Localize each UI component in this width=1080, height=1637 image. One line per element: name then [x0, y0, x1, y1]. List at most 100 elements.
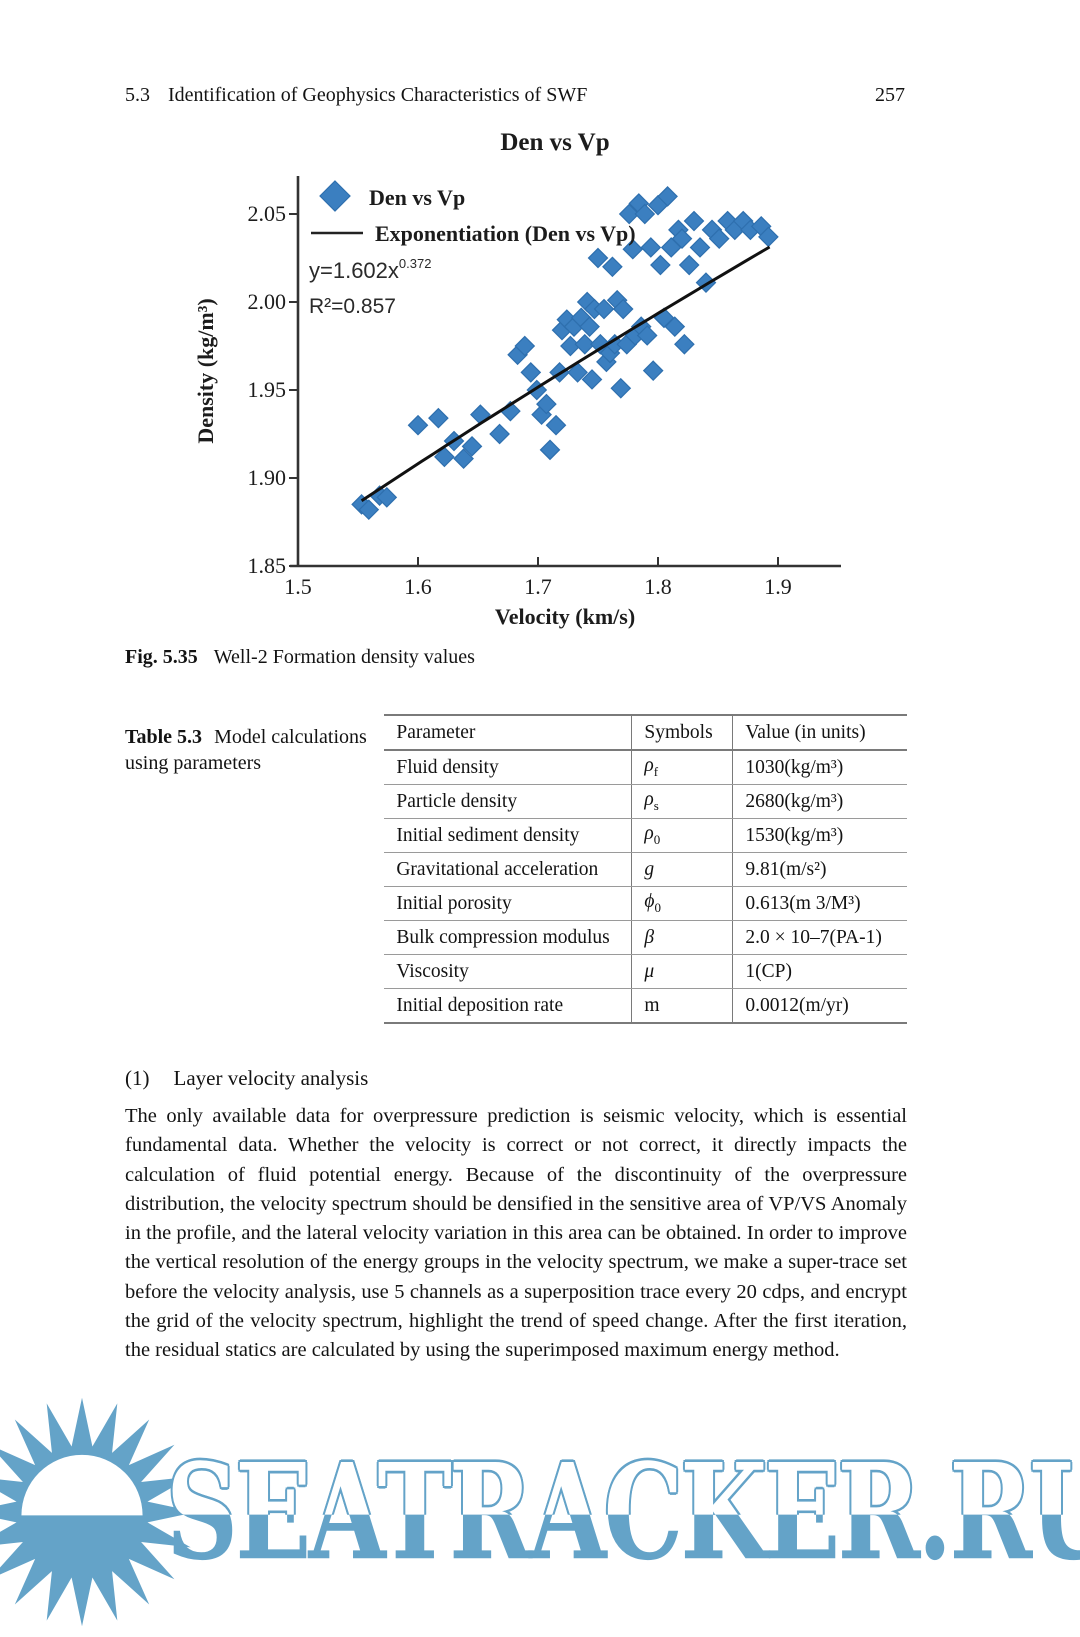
scatter-point [587, 247, 609, 269]
cell-symbol: ρf [631, 750, 734, 785]
scatter-point [612, 298, 634, 320]
col-header-parameter: Parameter [384, 715, 633, 751]
params-table-body: Fluid density ρf 1030(kg/m³) Particle densi… [384, 750, 907, 1023]
trendline [360, 245, 771, 503]
scatter-point [453, 448, 474, 469]
cell-symbol: m [631, 988, 734, 1023]
y-tick-label: 1.90 [248, 465, 287, 490]
y-tick-label: 1.85 [248, 553, 287, 578]
scatter-point [664, 316, 686, 337]
scatter-point [358, 499, 380, 521]
running-header: 5.3 Identification of Geophysics Characte… [125, 84, 905, 107]
table-row: Particle density ρs 2680(kg/m³) [384, 784, 907, 819]
density-velocity-chart: Den vs Vp 1.5 1.6 1.7 1.8 1.9 1.85 1.90 1.95 2.00… [193, 129, 841, 629]
cell-parameter: Bulk compression modulus [384, 920, 633, 955]
table-row: Initial sediment density ρ0 1530(kg/m³) [384, 818, 907, 853]
figure-caption-label: Fig. 5.35 [125, 646, 198, 668]
watermark-text-top-half: SEATRACKER.RU [166, 1446, 1080, 1515]
scatter-point [581, 369, 603, 390]
legend-label-trendline: Exponentiation (Den vs Vp) [375, 221, 636, 246]
cell-symbol: β [631, 920, 734, 955]
x-axis-label: Velocity (km/s) [495, 604, 635, 629]
figure-5-35: Den vs Vp 1.5 1.6 1.7 1.8 1.9 1.85 1.90 1.95 2.00… [183, 116, 887, 636]
cell-value: 9.81(m/s²) [732, 852, 907, 887]
x-tick-label: 1.8 [644, 574, 672, 599]
section-number: 5.3 [125, 84, 150, 106]
scatter-point [539, 439, 561, 461]
cell-parameter: Initial sediment density [384, 818, 633, 853]
scatter-point [593, 298, 615, 320]
r-squared-text: R²=0.857 [309, 295, 396, 318]
scatter-point [618, 203, 640, 225]
body-paragraph: The only available data for overpressure… [125, 1105, 907, 1362]
scatter-point [674, 333, 695, 355]
params-table-head: Parameter Symbols Value (in units) [384, 715, 907, 751]
scatter-point [671, 228, 693, 249]
section-heading: (1) Layer velocity analysis [125, 1066, 368, 1091]
table-caption: Table 5.3 Model calculations using parame… [125, 714, 378, 1024]
table-row: Bulk compression modulus β 2.0 × 10–7(PA-1… [384, 920, 907, 955]
section-title: Identification of Geophysics Characteris… [168, 84, 588, 106]
heading-number: (1) [125, 1066, 150, 1090]
scatter-point [407, 414, 429, 436]
scatter-point [536, 393, 557, 415]
cell-value: 1030(kg/m³) [732, 750, 907, 785]
cell-parameter: Particle density [384, 784, 633, 819]
header-section: 5.3 Identification of Geophysics Characte… [125, 84, 587, 107]
cell-symbol: μ [631, 954, 734, 989]
cell-value: 2.0 × 10–7(PA-1) [732, 920, 907, 955]
scatter-point [579, 316, 600, 337]
y-tick-label: 1.95 [248, 377, 287, 402]
parameters-table: Parameter Symbols Value (in units) Fluid… [384, 714, 907, 1024]
scatter-point [708, 228, 730, 249]
table-row: Fluid density ρf 1030(kg/m³) [384, 750, 907, 785]
cell-parameter: Initial porosity [384, 886, 633, 921]
table-5-3-block: Table 5.3 Model calculations using parame… [125, 714, 907, 1024]
table-row: Gravitational acceleration g 9.81(m/s²) [384, 852, 907, 887]
chart-title: Den vs Vp [500, 129, 609, 156]
table-row: Initial porosity ϕ0 0.613(m 3/M³) [384, 886, 907, 921]
table-caption-label: Table 5.3 [125, 726, 203, 748]
scatter-point [574, 333, 596, 355]
col-header-symbols: Symbols [631, 715, 734, 751]
table-header-row: Parameter Symbols Value (in units) [384, 715, 907, 751]
scatter-point [545, 414, 567, 436]
scatter-point [622, 238, 644, 260]
scatter-point [428, 407, 449, 429]
scatter-point [602, 256, 623, 278]
cell-parameter: Viscosity [384, 954, 633, 989]
scatter-point [461, 435, 483, 457]
y-tick-label: 2.00 [248, 289, 287, 314]
scatter-point [683, 210, 705, 232]
cell-value: 0.0012(m/yr) [745, 994, 849, 1016]
equation-text: y=1.602x0.372 [309, 256, 431, 283]
cell-value: 2680(kg/m³) [732, 784, 907, 819]
scatter-point [689, 237, 711, 258]
figure-caption-text: Well-2 Formation density values [213, 646, 475, 668]
scatter-point [567, 362, 588, 383]
cell-value: 1530(kg/m³) [732, 818, 907, 853]
cell-parameter: Fluid density [384, 750, 633, 785]
table-row: Initial deposition rate m 0.0012(m/yr) [384, 988, 907, 1023]
col-header-value: Value (in units) [732, 715, 907, 751]
cell-value: 1(CP) [732, 954, 907, 989]
scatter-point [678, 254, 700, 276]
scatter-point [376, 487, 398, 508]
cell-symbol: ρ0 [631, 818, 734, 853]
cell-symbol: ρs [631, 784, 734, 819]
legend-label-scatter: Den vs Vp [369, 185, 465, 210]
chart-axes [290, 176, 841, 568]
page-number: 257 [875, 84, 905, 106]
figure-caption: Fig. 5.35 Well-2 Formation density values [125, 646, 475, 669]
table-row: Viscosity μ 1(CP) [384, 954, 907, 989]
scatter-point [650, 254, 671, 276]
scatter-point [640, 237, 662, 258]
cell-value: 0.613(m 3/M³) [732, 886, 907, 921]
scatter-point [514, 335, 536, 357]
x-tick-label: 1.5 [284, 574, 312, 599]
watermark: SEATRACKER.RU SEATRACKER.RU [166, 1392, 1080, 1632]
y-axis-label: Density (kg/m³) [193, 298, 218, 443]
x-tick-label: 1.7 [524, 574, 552, 599]
scatter-point [634, 203, 656, 225]
